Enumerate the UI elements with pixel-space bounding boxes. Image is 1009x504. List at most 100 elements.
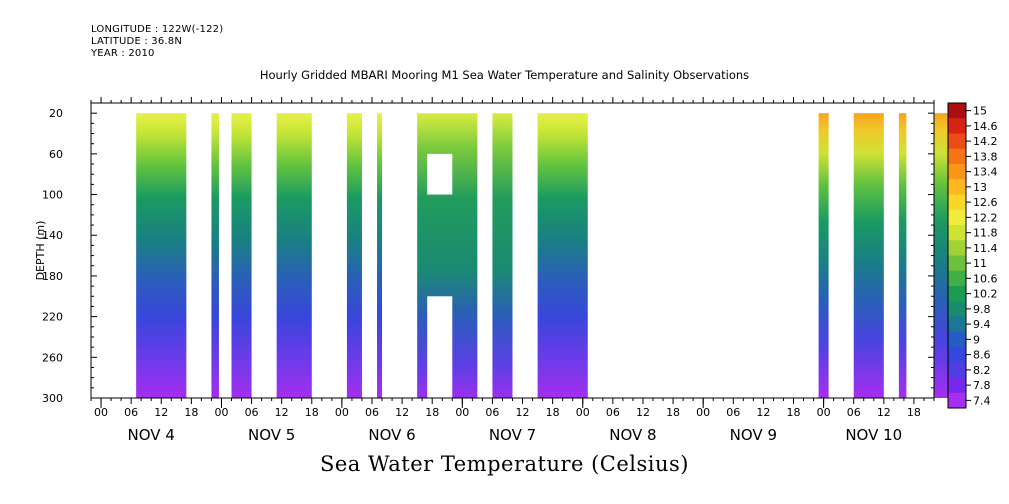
colorbar-cell bbox=[948, 133, 966, 150]
colorbar-cell bbox=[948, 118, 966, 134]
colorbar-label: 12.2 bbox=[973, 211, 998, 224]
colorbar-label: 8.6 bbox=[973, 349, 991, 362]
y-tick-label: 140 bbox=[42, 229, 63, 242]
colorbar-label: 9 bbox=[973, 333, 980, 346]
x-hour-label: 06 bbox=[606, 406, 620, 419]
colorbar-cell bbox=[948, 347, 966, 363]
x-hour-label: 12 bbox=[395, 406, 409, 419]
colorbar-cell bbox=[948, 225, 966, 241]
colorbar-cell bbox=[948, 179, 966, 195]
colorbar-label: 11.4 bbox=[973, 242, 998, 255]
x-hour-label: 18 bbox=[907, 406, 921, 419]
colorbar-cell bbox=[948, 148, 966, 165]
colorbar-label: 9.4 bbox=[973, 318, 991, 331]
colorbar-label: 14.2 bbox=[973, 135, 998, 148]
x-hour-label: 06 bbox=[485, 406, 499, 419]
colorbar-label: 14.6 bbox=[973, 120, 998, 133]
x-hour-label: 00 bbox=[817, 406, 831, 419]
x-hour-label: 12 bbox=[636, 406, 650, 419]
x-hour-label: 00 bbox=[335, 406, 349, 419]
colorbar-label: 13.4 bbox=[973, 166, 998, 179]
x-hour-label: 18 bbox=[787, 406, 801, 419]
colorbar-label: 11.8 bbox=[973, 227, 998, 240]
colorbar-cell bbox=[948, 164, 966, 180]
x-day-label: NOV 5 bbox=[248, 426, 295, 444]
x-hour-label: 12 bbox=[756, 406, 770, 419]
data-segment bbox=[898, 113, 907, 398]
x-hour-label: 18 bbox=[546, 406, 560, 419]
colorbar-cell bbox=[948, 316, 966, 333]
colorbar-label: 10.2 bbox=[973, 288, 998, 301]
colorbar-label: 7.4 bbox=[973, 394, 991, 407]
colorbar-cell bbox=[948, 103, 966, 119]
colorbar-cell bbox=[948, 392, 966, 409]
data-segment bbox=[136, 113, 187, 398]
x-hour-label: 06 bbox=[726, 406, 740, 419]
x-hour-label: 18 bbox=[184, 406, 198, 419]
x-day-label: NOV 6 bbox=[368, 426, 415, 444]
data-segment bbox=[346, 113, 362, 398]
latitude-label: LATITUDE : 36.8N bbox=[91, 36, 183, 47]
colorbar-label: 9.8 bbox=[973, 303, 991, 316]
x-day-label: NOV 8 bbox=[609, 426, 656, 444]
data-segment bbox=[934, 113, 950, 398]
colorbar-cell bbox=[948, 377, 966, 394]
x-hour-label: 06 bbox=[847, 406, 861, 419]
colorbar-cell bbox=[948, 255, 966, 272]
x-day-label: NOV 4 bbox=[128, 426, 175, 444]
colorbar-label: 13 bbox=[973, 181, 987, 194]
data-segment bbox=[818, 113, 829, 398]
y-tick-label: 100 bbox=[42, 189, 63, 202]
data-segment bbox=[537, 113, 588, 398]
y-tick-label: 300 bbox=[42, 392, 63, 405]
x-hour-label: 00 bbox=[576, 406, 590, 419]
data-segment bbox=[853, 113, 884, 398]
data-segment bbox=[492, 113, 513, 398]
x-day-label: NOV 9 bbox=[730, 426, 777, 444]
colorbar-label: 10.6 bbox=[973, 272, 998, 285]
data-segment bbox=[231, 113, 252, 398]
year-label: YEAR : 2010 bbox=[91, 48, 155, 59]
colorbar-cell bbox=[948, 362, 966, 378]
missing-data-block bbox=[427, 153, 453, 195]
y-tick-label: 180 bbox=[42, 270, 63, 283]
x-hour-label: 12 bbox=[275, 406, 289, 419]
x-hour-label: 18 bbox=[425, 406, 439, 419]
x-hour-label: 00 bbox=[696, 406, 710, 419]
missing-data-block bbox=[427, 296, 453, 398]
data-segment bbox=[211, 113, 219, 398]
colorbar-cell bbox=[948, 301, 966, 317]
x-hour-label: 12 bbox=[877, 406, 891, 419]
y-tick-label: 260 bbox=[42, 351, 63, 364]
x-hour-label: 18 bbox=[305, 406, 319, 419]
x-hour-label: 00 bbox=[214, 406, 228, 419]
x-hour-label: 12 bbox=[516, 406, 530, 419]
chart-title: Hourly Gridded MBARI Mooring M1 Sea Wate… bbox=[259, 68, 750, 82]
x-axis-title: Sea Water Temperature (Celsius) bbox=[319, 452, 689, 476]
data-segment bbox=[377, 113, 383, 398]
x-hour-label: 18 bbox=[666, 406, 680, 419]
x-day-label: NOV 10 bbox=[845, 426, 902, 444]
y-tick-label: 220 bbox=[42, 311, 63, 324]
colorbar-label: 13.8 bbox=[973, 150, 998, 163]
x-hour-label: 12 bbox=[154, 406, 168, 419]
x-day-label: NOV 7 bbox=[489, 426, 536, 444]
colorbar-label: 8.2 bbox=[973, 364, 991, 377]
colorbar-cell bbox=[948, 209, 966, 226]
colorbar-cell bbox=[948, 331, 966, 348]
colorbar-cell bbox=[948, 240, 966, 256]
colorbar-label: 12.6 bbox=[973, 196, 998, 209]
y-tick-label: 60 bbox=[49, 148, 63, 161]
colorbar-cell bbox=[948, 286, 966, 302]
x-hour-label: 06 bbox=[124, 406, 138, 419]
colorbar-label: 15 bbox=[973, 105, 987, 118]
longitude-label: LONGITUDE : 122W(-122) bbox=[91, 24, 224, 35]
colorbar-cell bbox=[948, 194, 966, 211]
data-segment bbox=[276, 113, 312, 398]
x-hour-label: 06 bbox=[365, 406, 379, 419]
y-axis-title: DEPTH (m) bbox=[34, 221, 47, 281]
x-hour-label: 06 bbox=[245, 406, 259, 419]
colorbar-label: 7.8 bbox=[973, 379, 991, 392]
colorbar-label: 11 bbox=[973, 257, 987, 270]
